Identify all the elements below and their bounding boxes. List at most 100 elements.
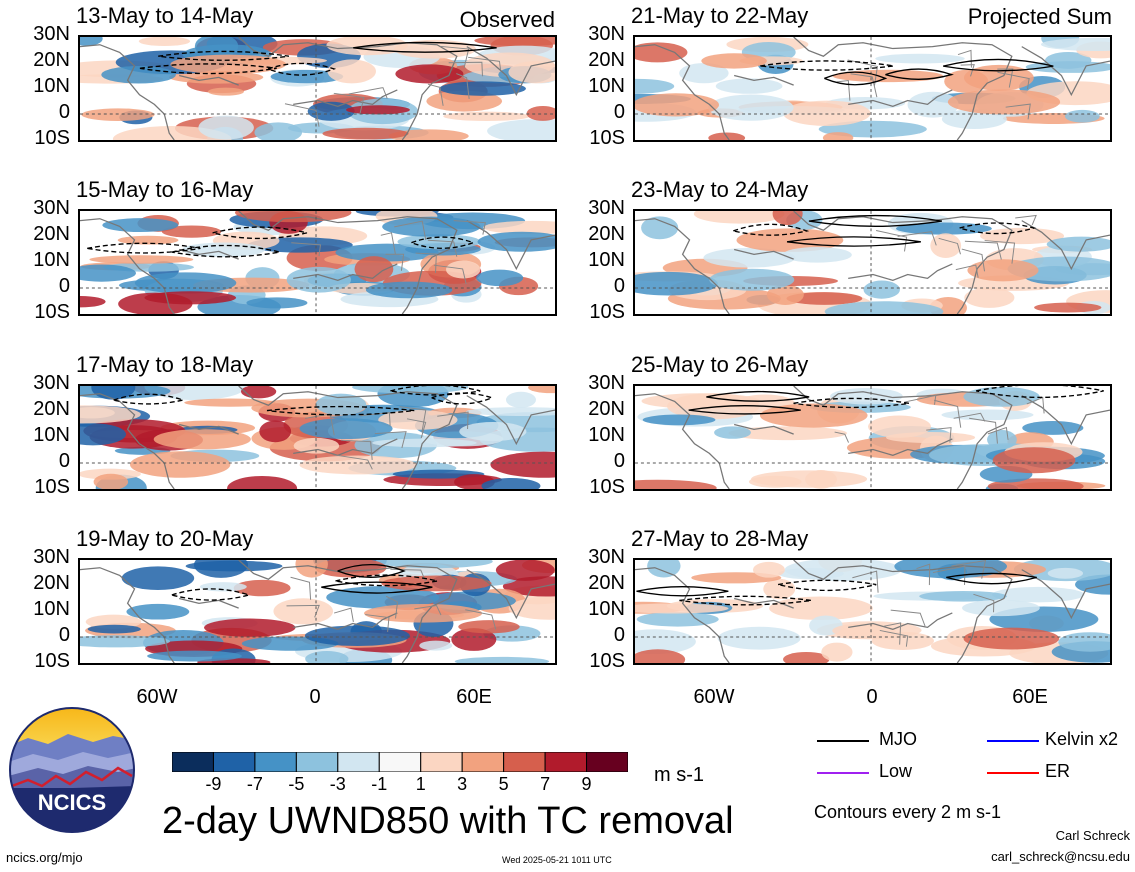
wind-anomaly-shading [80, 296, 106, 308]
lon-label-60w-left: 60W [136, 686, 178, 708]
lat-label: 20N [33, 572, 70, 594]
country-border [394, 220, 427, 241]
country-border [1026, 396, 1045, 414]
coastline [734, 248, 794, 260]
lat-label: 10N [33, 424, 70, 446]
map-graphic [80, 386, 555, 489]
panel-date-range: 13-May to 14-May [76, 3, 254, 28]
wind-anomaly-shading [352, 386, 469, 394]
country-border [385, 595, 399, 619]
coastline [293, 438, 398, 456]
country-border [973, 593, 995, 613]
wind-anomaly-shading [868, 415, 931, 438]
panel-date-range: 21-May to 22-May [631, 3, 809, 28]
colorbar [171, 751, 629, 773]
lat-label: 0 [58, 624, 70, 646]
country-border [348, 87, 388, 99]
wind-anomaly-shading [919, 590, 1007, 602]
mjo-contour [793, 397, 910, 409]
country-border [938, 237, 961, 255]
wind-anomaly-shading [941, 409, 1034, 421]
coastline [734, 597, 794, 609]
wind-anomaly-shading [1034, 302, 1102, 313]
observed-map-panel [78, 558, 557, 665]
colorbar-swatch [295, 751, 339, 773]
lat-label: 0 [613, 101, 625, 123]
wind-anomaly-shading [91, 386, 136, 400]
coastline [734, 74, 794, 86]
wind-anomaly-shading [233, 579, 291, 597]
wind-anomaly-shading [714, 426, 751, 439]
colorbar-swatch [337, 751, 380, 773]
colorbar-swatch [254, 751, 297, 773]
colorbar-swatch [171, 751, 214, 773]
colorbar-swatches [171, 751, 629, 773]
country-border [932, 565, 966, 585]
wind-anomaly-shading [782, 100, 871, 126]
wind-anomaly-shading [786, 292, 863, 305]
footer-email[interactable]: carl_schreck@ncsu.edu [991, 849, 1130, 864]
wind-anomaly-shading [147, 650, 242, 662]
lat-label: 10N [588, 424, 625, 446]
wind-anomaly-shading [270, 69, 344, 84]
country-border [427, 239, 458, 257]
lat-label: 10N [33, 249, 70, 271]
country-border [997, 71, 1030, 90]
country-border [305, 413, 335, 436]
country-border [439, 45, 470, 68]
lat-label: 20N [33, 49, 70, 71]
wind-anomaly-shading [299, 418, 393, 440]
footer-author: Carl Schreck [1055, 828, 1130, 843]
wind-anomaly-shading [378, 410, 458, 430]
mjo-contour [411, 236, 476, 249]
wind-anomaly-shading [397, 234, 481, 250]
wind-anomaly-shading [372, 438, 477, 448]
projected-map-panel [633, 35, 1112, 142]
wind-anomaly-shading [419, 640, 453, 651]
country-border [284, 103, 320, 127]
country-border [934, 399, 962, 428]
wind-anomaly-shading [728, 426, 847, 441]
wind-anomaly-shading [930, 233, 962, 258]
wind-anomaly-shading [871, 631, 934, 650]
coastline [793, 560, 1013, 663]
mjo-contour [946, 572, 1037, 585]
wind-anomaly-shading [783, 651, 830, 663]
colorbar-tick-label: -3 [329, 774, 346, 794]
wind-anomaly-shading [715, 78, 783, 94]
wind-anomaly-shading [759, 403, 868, 428]
wind-anomaly-shading [641, 216, 679, 240]
wind-anomaly-shading [307, 101, 355, 121]
country-border [953, 412, 986, 422]
country-border [875, 230, 908, 252]
country-border [433, 264, 467, 285]
wind-anomaly-shading [80, 37, 103, 46]
footer-url[interactable]: ncics.org/mjo [6, 850, 83, 865]
wind-anomaly-shading [752, 561, 785, 578]
lat-label: 30N [588, 546, 625, 568]
wind-anomaly-shading [708, 94, 794, 121]
country-border [852, 570, 879, 593]
wind-anomaly-shading [635, 649, 686, 663]
wind-anomaly-shading [184, 398, 276, 407]
map-graphic [80, 211, 555, 314]
wind-anomaly-shading [481, 477, 541, 489]
wind-anomaly-shading [286, 266, 351, 293]
wind-anomaly-shading [824, 301, 944, 314]
observed-map-panel [78, 35, 557, 142]
country-border [448, 61, 483, 77]
wind-anomaly-shading [365, 281, 453, 299]
wind-anomaly-shading [709, 268, 795, 291]
wind-anomaly-shading [992, 447, 1076, 474]
coastline [179, 248, 239, 260]
legend: MJO Kelvin x2 Low ER [815, 729, 1118, 790]
wind-anomaly-shading [364, 603, 483, 623]
country-border [453, 220, 486, 235]
lat-label: 20N [588, 398, 625, 420]
lon-label-60e-right: 60E [1012, 686, 1048, 708]
wind-anomaly-shading [81, 108, 155, 121]
coastline [466, 46, 555, 97]
mjo-contour [266, 405, 415, 416]
wind-anomaly-shading [322, 127, 409, 140]
coastline [238, 211, 458, 314]
